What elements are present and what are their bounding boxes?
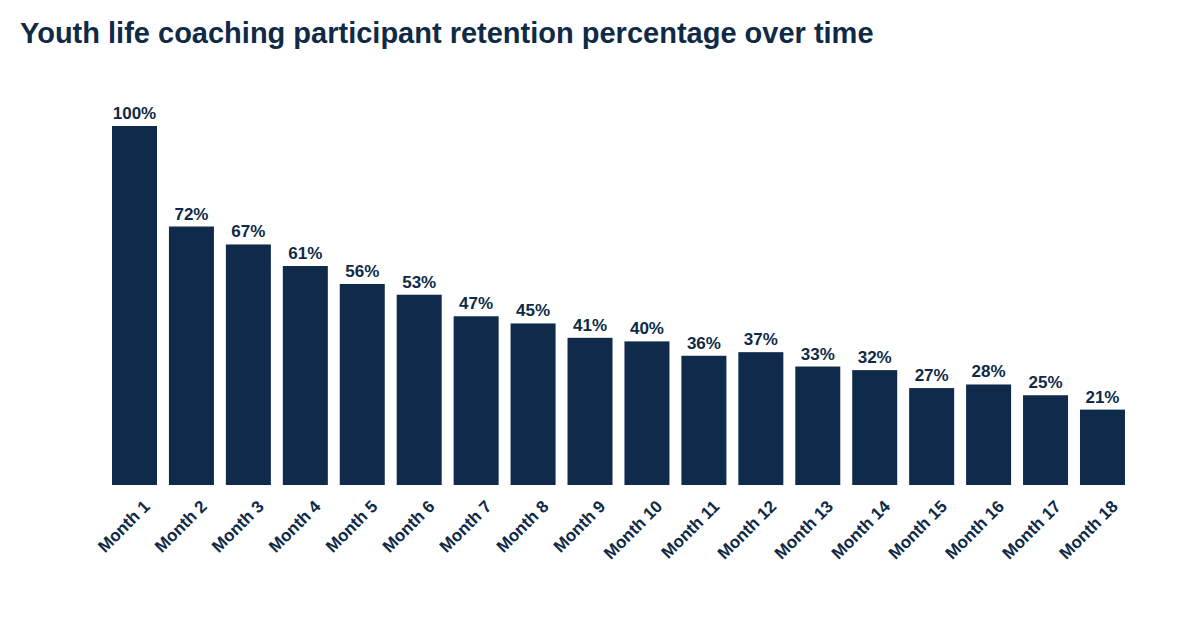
x-tick-label: Month 2 bbox=[151, 497, 211, 557]
x-tick-label: Month 7 bbox=[436, 497, 496, 557]
chart-container: Youth life coaching participant retentio… bbox=[0, 0, 1200, 630]
x-tick-label: Month 12 bbox=[714, 497, 780, 563]
x-tick-label: Month 10 bbox=[600, 497, 666, 563]
data-label: 100% bbox=[113, 104, 156, 123]
data-label: 56% bbox=[345, 262, 379, 281]
bar bbox=[511, 323, 556, 485]
x-tick-label: Month 8 bbox=[493, 497, 553, 557]
data-label: 72% bbox=[174, 205, 208, 224]
bars bbox=[112, 126, 1125, 485]
bar bbox=[795, 367, 840, 485]
x-tick-label: Month 15 bbox=[885, 497, 951, 563]
bar bbox=[909, 388, 954, 485]
data-label: 27% bbox=[915, 366, 949, 385]
x-tick-label: Month 11 bbox=[658, 497, 724, 563]
bar bbox=[568, 338, 613, 485]
data-label: 53% bbox=[402, 273, 436, 292]
x-tick-label: Month 5 bbox=[322, 497, 382, 557]
chart-title: Youth life coaching participant retentio… bbox=[20, 17, 874, 49]
bar bbox=[112, 126, 157, 485]
data-label: 61% bbox=[288, 244, 322, 263]
bar bbox=[226, 244, 271, 485]
x-tick-label: Month 6 bbox=[379, 497, 439, 557]
data-label: 33% bbox=[801, 345, 835, 364]
bar bbox=[169, 227, 214, 485]
data-label: 47% bbox=[459, 294, 493, 313]
data-label: 45% bbox=[516, 301, 550, 320]
x-tick-label: Month 3 bbox=[208, 497, 268, 557]
bar bbox=[1080, 410, 1125, 485]
x-tick-label: Month 4 bbox=[265, 496, 325, 556]
x-tick-label: Month 17 bbox=[999, 497, 1065, 563]
data-label: 25% bbox=[1029, 373, 1063, 392]
bar bbox=[397, 295, 442, 485]
data-label: 28% bbox=[972, 362, 1006, 381]
bar bbox=[681, 356, 726, 485]
bar bbox=[340, 284, 385, 485]
data-label: 67% bbox=[231, 222, 265, 241]
bar bbox=[738, 352, 783, 485]
x-tick-label: Month 16 bbox=[942, 497, 1008, 563]
bar bbox=[1023, 395, 1068, 485]
data-label: 40% bbox=[630, 319, 664, 338]
bar bbox=[624, 341, 669, 485]
data-label: 41% bbox=[573, 316, 607, 335]
x-tick-labels: Month 1Month 2Month 3Month 4Month 5Month… bbox=[94, 496, 1121, 563]
data-label: 21% bbox=[1085, 388, 1119, 407]
x-tick-label: Month 14 bbox=[828, 496, 895, 563]
bar bbox=[852, 370, 897, 485]
bar bbox=[454, 316, 499, 485]
data-labels: 100% 72% 67% 61% 56% 53% 47% 45% 41% 40% 36% 37% 33%… bbox=[113, 104, 1120, 407]
chart-svg: Youth life coaching participant retentio… bbox=[0, 0, 1200, 630]
data-label: 37% bbox=[744, 330, 778, 349]
bar bbox=[283, 266, 328, 485]
x-tick-label: Month 1 bbox=[94, 497, 154, 557]
x-tick-label: Month 18 bbox=[1056, 497, 1122, 563]
x-tick-label: Month 9 bbox=[550, 497, 610, 557]
bar bbox=[966, 384, 1011, 485]
x-tick-label: Month 13 bbox=[771, 497, 837, 563]
data-label: 36% bbox=[687, 334, 721, 353]
data-label: 32% bbox=[858, 348, 892, 367]
